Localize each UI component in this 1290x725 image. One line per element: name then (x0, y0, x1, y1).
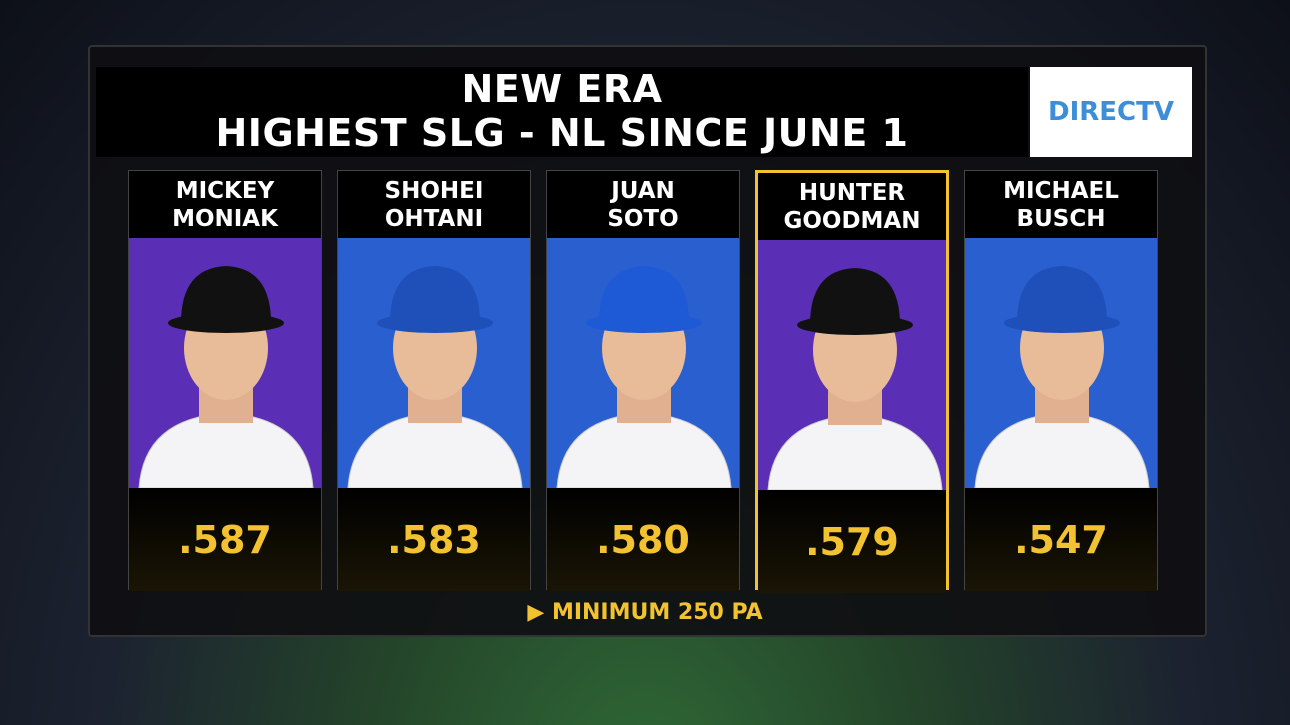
player-card: JUAN SOTO .580 (546, 170, 740, 591)
last-name: OHTANI (384, 206, 484, 232)
player-card: MICKEY MONIAK .587 (128, 170, 322, 591)
player-name: MICHAEL BUSCH (965, 171, 1157, 238)
player-photo (547, 238, 739, 488)
headshot (556, 266, 732, 488)
headshot (347, 266, 523, 488)
player-card: MICHAEL BUSCH .547 (964, 170, 1158, 591)
first-name: JUAN (611, 178, 675, 204)
first-name: HUNTER (798, 180, 906, 206)
last-name: SOTO (607, 206, 679, 232)
slg-value: .580 (547, 488, 739, 591)
headshot (974, 266, 1150, 488)
player-photo (758, 240, 946, 490)
player-photo (338, 238, 530, 488)
slg-value: .579 (758, 490, 946, 593)
header: NEW ERA HIGHEST SLG - NL SINCE JUNE 1 (96, 67, 1028, 157)
last-name: MONIAK (172, 206, 278, 232)
player-name: JUAN SOTO (547, 171, 739, 238)
footer-text: MINIMUM 250 PA (551, 600, 763, 625)
slg-value: .587 (129, 488, 321, 591)
footer: ▶ MINIMUM 250 PA (527, 600, 763, 625)
logo: DIRECTV (1030, 67, 1192, 157)
headshot (767, 268, 943, 490)
player-card: HUNTER GOODMAN .579 (755, 170, 949, 593)
slg-value: .583 (338, 488, 530, 591)
headshot (138, 266, 314, 488)
player-name: HUNTER GOODMAN (758, 173, 946, 240)
player-name: MICKEY MONIAK (129, 171, 321, 238)
last-name: GOODMAN (783, 208, 921, 234)
last-name: BUSCH (1016, 206, 1106, 232)
player-photo (965, 238, 1157, 488)
slg-value: .547 (965, 488, 1157, 591)
first-name: MICHAEL (1003, 178, 1119, 204)
title-line: NEW ERA (461, 67, 663, 111)
player-photo (129, 238, 321, 488)
title-line: HIGHEST SLG - NL SINCE JUNE 1 (215, 111, 909, 155)
player-name: SHOHEI OHTANI (338, 171, 530, 238)
first-name: SHOHEI (384, 178, 484, 204)
player-card: SHOHEI OHTANI .583 (337, 170, 531, 591)
first-name: MICKEY (175, 178, 275, 204)
